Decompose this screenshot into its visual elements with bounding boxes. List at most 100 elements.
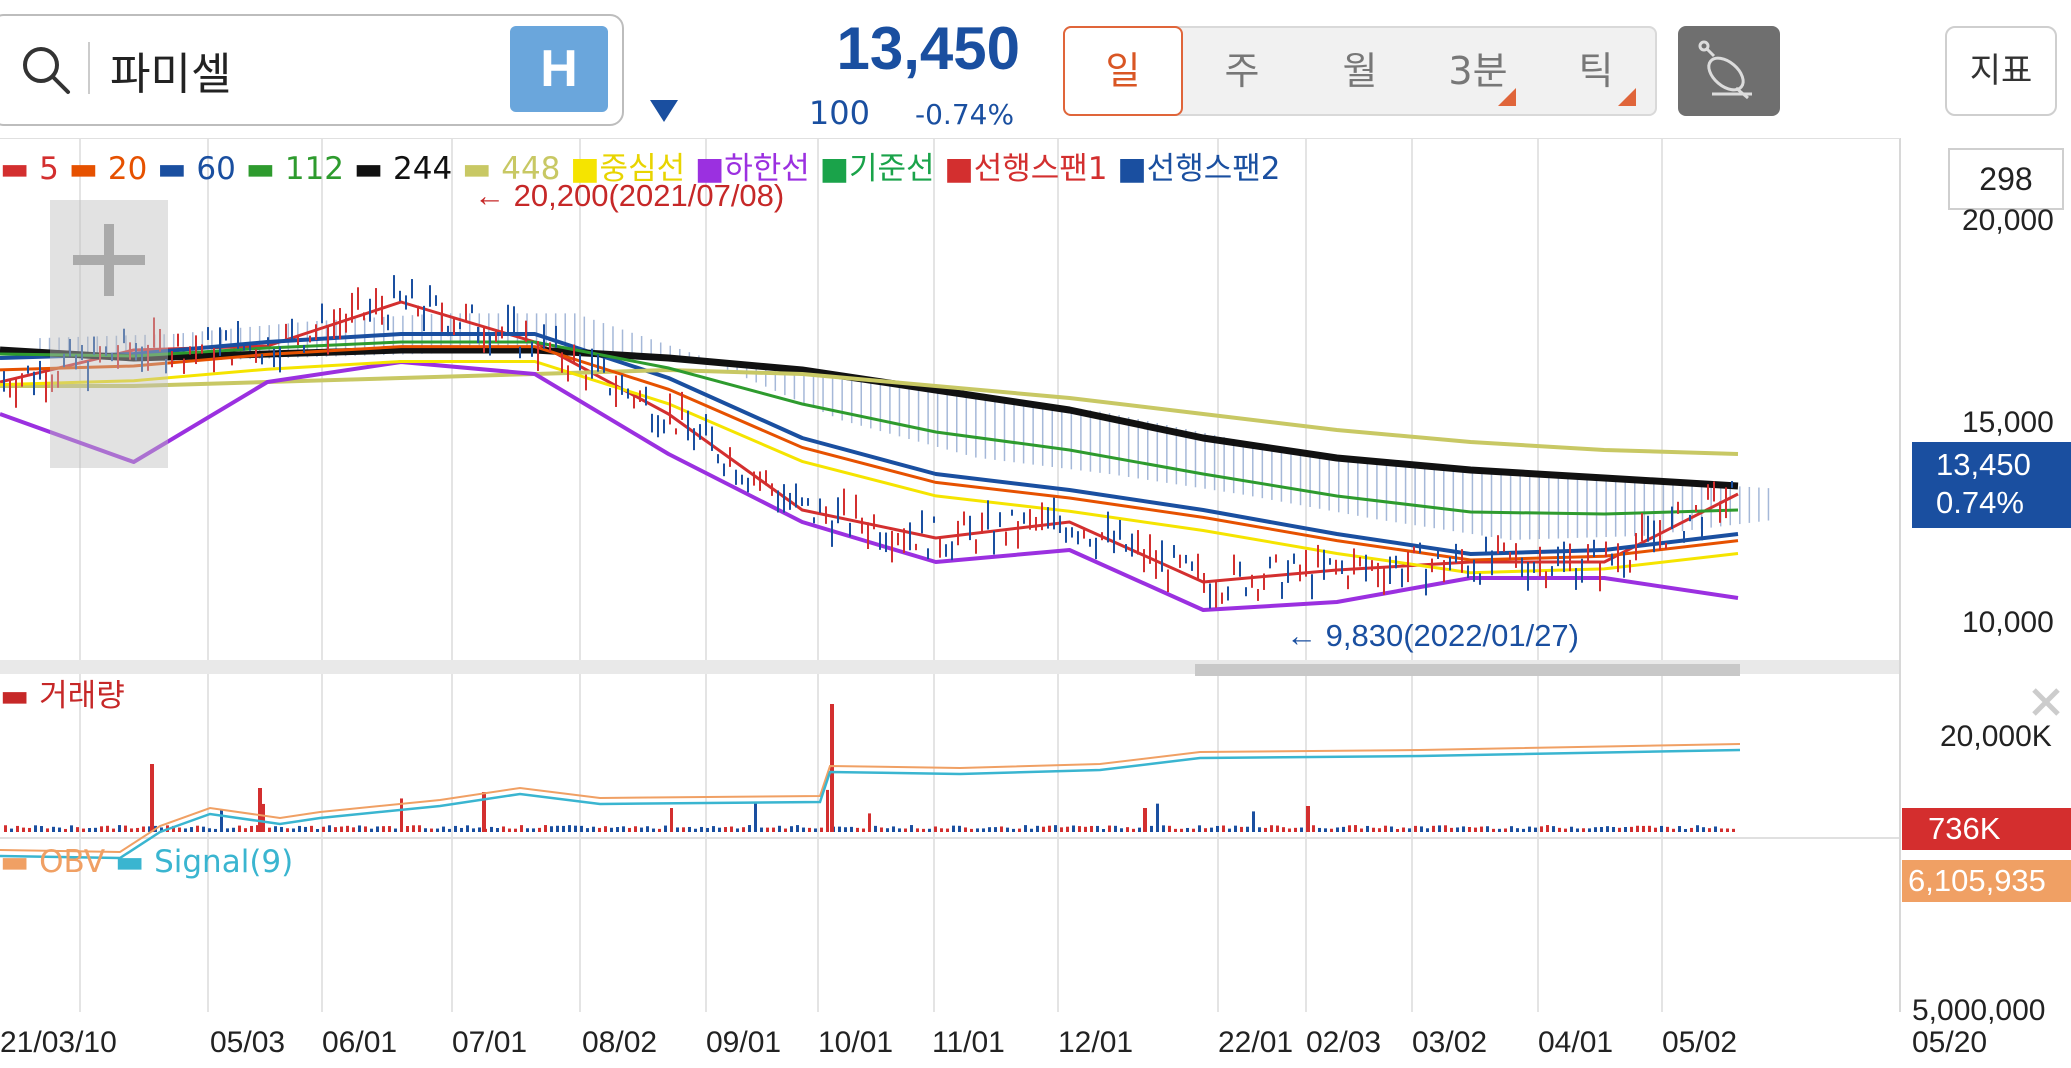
volume-bar [592,826,595,832]
indicator-button[interactable]: 지표 [1945,26,2057,116]
volume-tag: 736K [1902,808,2071,850]
volume-bar [808,827,811,832]
volume-bar [1516,828,1519,832]
volume-bar [1420,826,1423,832]
volume-bar [796,825,799,832]
volume-bar [622,826,625,832]
satellite-button[interactable] [1678,26,1780,116]
volume-bar [418,825,421,832]
volume-bar [712,826,715,832]
series-line-center [0,360,1739,575]
candle-count-box[interactable]: 298 [1948,148,2064,210]
zoom-overlay[interactable] [50,200,168,468]
volume-bar [1678,826,1681,832]
volume-bar [292,828,295,832]
volume-bar [1192,828,1195,832]
volume-bar [478,827,481,832]
volume-bar [76,827,79,832]
current-price-tag: 13,450 0.74% [1912,442,2071,528]
volume-bar [1720,828,1723,832]
dropdown-corner-icon [1618,88,1636,106]
volume-bar [778,825,781,832]
volume-bar [1114,825,1117,832]
x-label: 05/03 [210,1026,286,1059]
volume-bar [22,827,25,832]
volume-bar [556,825,559,832]
period-tab-week[interactable]: 주 [1224,49,1260,93]
volume-bar [634,826,637,832]
volume-bar [1462,826,1465,832]
price-change-percent: -0.74% [915,98,1015,131]
volume-bar [562,825,565,832]
volume-bar [1522,828,1525,832]
volume-bar [754,803,757,832]
volume-bar [1660,825,1663,832]
price-tick-15000: 15,000 [1962,406,2054,439]
volume-bar [1564,828,1567,832]
volume-bar [610,827,613,832]
period-tab-tick[interactable]: 틱 [1578,49,1614,93]
volume-bar [544,825,547,832]
volume-bar [1708,828,1711,832]
volume-bar [892,826,895,832]
period-tab-month[interactable]: 월 [1342,49,1378,93]
volume-bar [688,826,691,832]
volume-bar [646,826,649,832]
volume-bar [1366,825,1369,832]
volume-bar [424,828,427,832]
volume-bar [994,827,997,832]
volume-bar [1276,825,1279,832]
volume-bar [1060,827,1063,832]
volume-bar [226,828,229,832]
close-pane-icon[interactable] [2028,684,2064,720]
volume-bar [358,825,361,832]
volume-bar [880,827,883,832]
dropdown-corner-icon [1498,88,1516,106]
search-icon[interactable] [20,44,72,100]
stock-chart[interactable] [0,138,2071,1068]
volume-bar [1036,825,1039,832]
volume-bar [784,828,787,832]
volume-bar [4,825,7,832]
volume-bar [196,825,199,832]
x-label: 22/01 [1218,1026,1294,1059]
volume-bar [1204,828,1207,832]
volume-bar [724,827,727,832]
volume-bar [1048,825,1051,832]
volume-bar [364,826,367,832]
volume-bar [58,827,61,832]
volume-bar [1156,803,1159,832]
series-line-ma112 [0,340,1739,516]
volume-bar [1654,827,1657,832]
period-tab-3min[interactable]: 3분 [1448,49,1508,93]
volume-bar [100,826,103,832]
volume-bar [244,828,247,832]
volume-bar [874,825,877,832]
volume-bar [730,826,733,832]
volume-bar [376,826,379,832]
volume-bar [340,826,343,832]
volume-bar [184,828,187,832]
h-button[interactable]: H [510,26,608,112]
volume-bar [334,827,337,832]
volume-bar [706,827,709,832]
stock-name[interactable]: 파미셀 [110,49,232,100]
volume-bar [1168,825,1171,832]
obv-line [0,743,1741,854]
volume-bar [1354,825,1357,832]
period-tab-day[interactable]: 일 [1063,26,1183,116]
volume-bar [760,827,763,832]
volume-bar [664,825,667,832]
volume-bar [1294,827,1297,832]
volume-bar [1690,827,1693,832]
volume-bar [748,825,751,832]
volume-bar [526,828,529,832]
volume-bar [352,827,355,832]
legend-ma20: 20 [107,151,148,187]
volume-bar [1348,825,1351,832]
volume-bar [856,827,859,832]
volume-bar [130,828,133,832]
volume-bar [394,828,397,832]
volume-bar [940,828,943,832]
volume-bar [1378,828,1381,832]
